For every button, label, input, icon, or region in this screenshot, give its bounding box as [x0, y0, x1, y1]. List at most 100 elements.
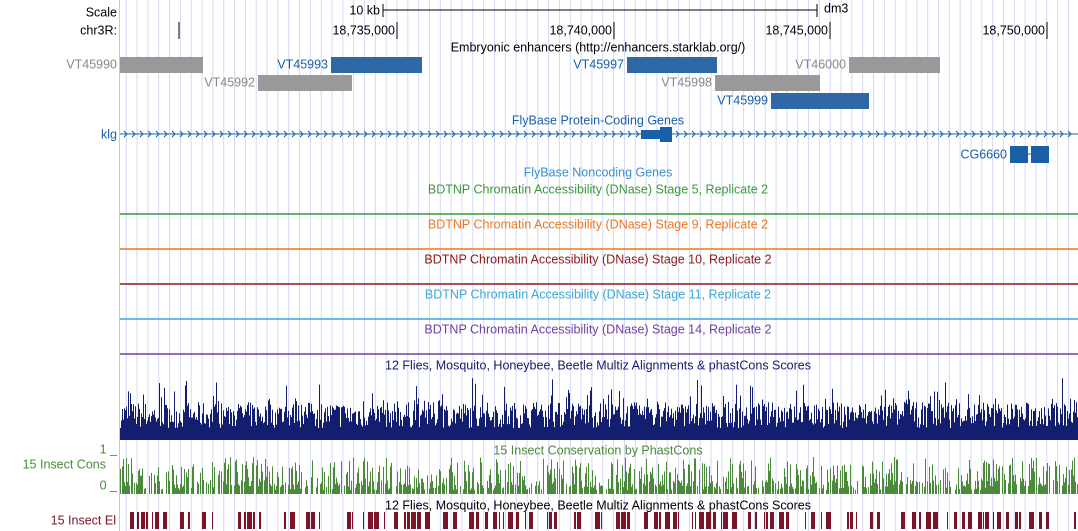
strand-arrow [363, 130, 368, 138]
track-title: Embryonic enhancers (http://enhancers.st… [451, 40, 746, 54]
conserved-element [244, 512, 246, 529]
strand-arrow [979, 130, 984, 138]
conserved-element [786, 512, 789, 529]
conserved-element [723, 512, 728, 529]
enhancer-label: VT45998 [661, 75, 712, 89]
conserved-element [706, 512, 711, 529]
conserved-element [425, 512, 430, 529]
conserved-element [779, 512, 784, 529]
enhancer-label: VT45993 [277, 57, 328, 71]
strand-arrow [731, 130, 736, 138]
strand-arrow [907, 130, 912, 138]
strand-arrow [579, 130, 584, 138]
conserved-element [574, 512, 576, 529]
enhancer-label: VT45990 [66, 57, 117, 71]
conserved-element [616, 512, 620, 529]
conserved-element [290, 512, 295, 529]
conserved-element [499, 512, 500, 529]
strand-arrow [443, 130, 448, 138]
strand-arrow [891, 130, 896, 138]
strand-arrow [179, 130, 184, 138]
strand-arrow [211, 130, 216, 138]
strand-arrow [123, 130, 128, 138]
strand-arrow [627, 130, 632, 138]
conserved-element [259, 512, 261, 529]
assembly: dm3 [824, 1, 848, 15]
conserved-element [673, 512, 677, 529]
track-title: FlyBase Protein-Coding Genes [512, 113, 684, 127]
strand-arrow [595, 130, 600, 138]
exon [641, 130, 661, 139]
conserved-element [764, 512, 765, 529]
conserved-element [850, 512, 853, 529]
conserved-element [141, 512, 145, 529]
strand-arrow [419, 130, 424, 138]
conserved-element [659, 512, 661, 529]
exon [1010, 146, 1028, 163]
gene-label: klg [101, 127, 117, 141]
strand-arrow [723, 130, 728, 138]
strand-arrow [379, 130, 384, 138]
strand-arrow [1059, 130, 1064, 138]
strand-arrow [371, 130, 376, 138]
conserved-element [212, 512, 213, 529]
conserved-element [877, 512, 880, 529]
conserved-element [554, 512, 557, 529]
enhancer-label: VT45992 [204, 75, 255, 89]
track-label: 15 Insect El [51, 513, 116, 527]
strand-arrow [619, 130, 624, 138]
conserved-element [1074, 512, 1076, 529]
conserved-element [485, 512, 488, 529]
strand-arrow [435, 130, 440, 138]
strand-arrow [1043, 130, 1048, 138]
strand-arrow [827, 130, 832, 138]
strand-arrow [787, 130, 792, 138]
conserved-element [665, 512, 670, 529]
strand-arrow [555, 130, 560, 138]
conserved-element [847, 512, 849, 529]
strand-arrow [315, 130, 320, 138]
strand-arrow [1051, 130, 1056, 138]
conserved-element [654, 512, 658, 529]
strand-arrow [547, 130, 552, 138]
phastcons-wiggle [120, 457, 1078, 494]
conserved-element [188, 512, 190, 529]
conserved-element [180, 512, 184, 529]
strand-arrow [427, 130, 432, 138]
strand-arrow [291, 130, 296, 138]
strand-arrow [387, 130, 392, 138]
conserved-element [508, 512, 513, 529]
strand-arrow [875, 130, 880, 138]
conserved-element [954, 512, 957, 529]
conserved-element [238, 512, 241, 529]
strand-arrow [251, 130, 256, 138]
strand-arrow [955, 130, 960, 138]
conserved-element [912, 512, 916, 529]
strand-arrow [691, 130, 696, 138]
conserved-element [394, 512, 398, 529]
strand-arrow [339, 130, 344, 138]
conserved-element [516, 512, 519, 529]
strand-arrow [699, 130, 704, 138]
conserved-element [805, 512, 806, 529]
conserved-element [547, 512, 548, 529]
conserved-element [983, 512, 984, 529]
strand-arrow [1019, 130, 1024, 138]
strand-arrow [819, 130, 824, 138]
track-title: BDTNP Chromatin Accessibility (DNase) St… [428, 217, 768, 231]
enhancer-label: VT45999 [717, 93, 768, 107]
strand-arrow [531, 130, 536, 138]
conserved-element [284, 512, 286, 529]
conserved-element [453, 512, 457, 529]
conserved-element [755, 512, 757, 529]
strand-arrow [779, 130, 784, 138]
strand-arrow [763, 130, 768, 138]
conserved-element [525, 512, 526, 529]
conserved-element [374, 512, 379, 529]
strand-arrow [715, 130, 720, 138]
gene-label: CG6660 [960, 147, 1007, 161]
strand-arrow [395, 130, 400, 138]
strand-arrow [467, 130, 472, 138]
conserved-element [404, 512, 406, 529]
conserved-element [601, 512, 602, 529]
